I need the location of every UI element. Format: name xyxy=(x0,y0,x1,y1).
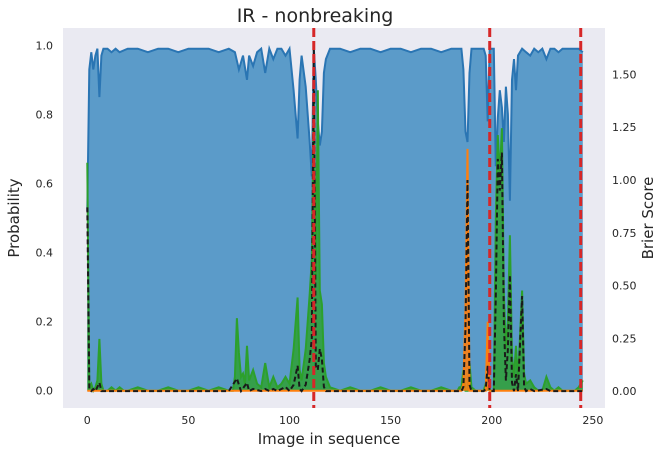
x-axis-label: Image in sequence xyxy=(258,430,400,448)
y2-tick-label: 0.75 xyxy=(612,227,637,240)
chart-title: IR - nonbreaking xyxy=(237,5,394,27)
x-tick-label: 150 xyxy=(380,414,401,427)
x-tick-label: 50 xyxy=(181,414,195,427)
y-tick-label: 0.4 xyxy=(36,247,54,260)
boundary-layer xyxy=(312,28,583,408)
y2-tick-label: 0.00 xyxy=(612,385,637,398)
y-tick-label: 1.0 xyxy=(36,39,54,52)
y2-axis-label: Brier Score xyxy=(639,177,657,260)
y-tick-label: 0.6 xyxy=(36,177,54,190)
x-tick-label: 0 xyxy=(84,414,91,427)
y2-tick-label: 0.50 xyxy=(612,280,637,293)
series-blue-area xyxy=(87,48,583,391)
series-blue-line xyxy=(86,44,584,212)
y2-tick-label: 1.50 xyxy=(612,68,637,81)
x-tick-label: 250 xyxy=(582,414,603,427)
y2-tick-label: 0.25 xyxy=(612,332,637,345)
y-axis-label: Probability xyxy=(5,178,23,257)
x-axis-ticks: 0 50 100 150 200 250 xyxy=(84,414,604,427)
x-tick-label: 100 xyxy=(279,414,300,427)
x-tick-label: 200 xyxy=(481,414,502,427)
series-layer xyxy=(86,42,584,394)
y-axis-ticks: 0.0 0.2 0.4 0.6 0.8 1.0 xyxy=(36,39,54,397)
y-tick-label: 0.0 xyxy=(36,385,54,398)
y-tick-label: 0.2 xyxy=(36,316,54,329)
y2-tick-label: 1.00 xyxy=(612,174,637,187)
y2-axis-ticks: 0.00 0.25 0.50 0.75 1.00 1.25 1.50 xyxy=(612,68,637,398)
y2-tick-label: 1.25 xyxy=(612,121,637,134)
y-tick-label: 0.8 xyxy=(36,108,54,121)
